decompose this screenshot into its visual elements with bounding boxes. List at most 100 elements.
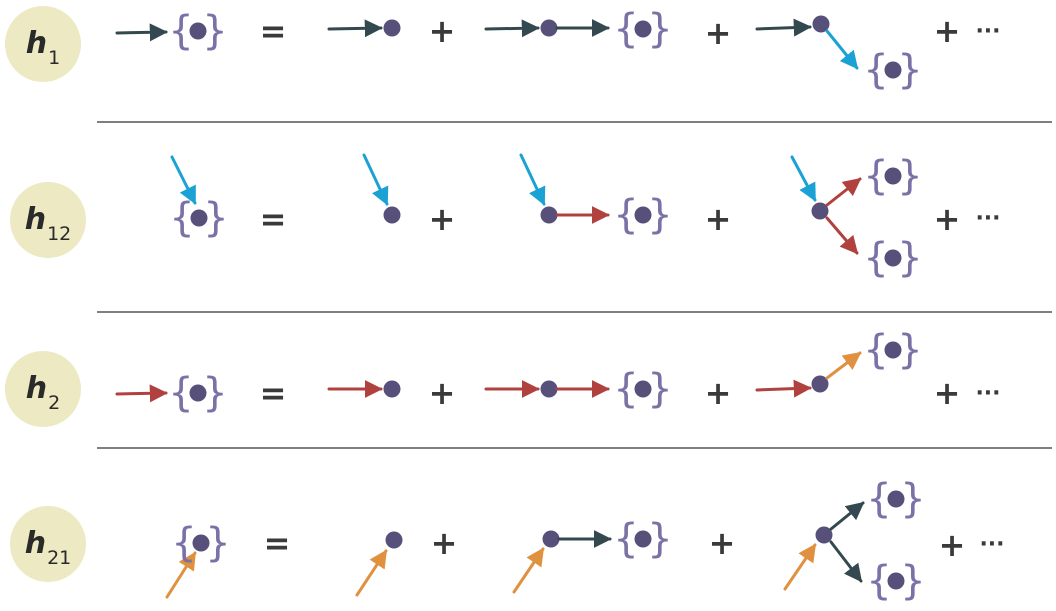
h21-t1-edge xyxy=(355,549,388,597)
badge-h2-label: h xyxy=(25,371,48,406)
h21-lhs-brace-left: { xyxy=(171,520,196,566)
h21-t3-brace-bottom-right: } xyxy=(900,558,925,604)
h1-equals: = xyxy=(260,12,287,50)
h21-equals: = xyxy=(264,524,291,562)
h2-plus-1: + xyxy=(429,374,456,412)
h21-t1-node xyxy=(385,531,403,549)
h12-t3-brace-bottom-left: { xyxy=(863,235,888,281)
h12-t3-edge-in xyxy=(790,155,817,202)
h21-t2-brace-right: } xyxy=(647,516,672,562)
h21-t3-brace-bottom-left: { xyxy=(866,558,891,604)
badge-h21: h 21 xyxy=(10,506,86,582)
h1-lhs-brace-right: } xyxy=(202,8,227,54)
h21-t3-brace-bottom-node xyxy=(887,572,905,590)
h12-t3-brace-bottom: {} xyxy=(863,235,922,281)
h1-t1-node xyxy=(383,19,401,37)
h21-t3-edge-out-down xyxy=(829,540,863,583)
h2-t3-node xyxy=(811,375,829,393)
h2-plus-3: + xyxy=(934,374,961,412)
h2-lhs-brace: {} xyxy=(168,370,227,416)
h2-lhs-brace-left: { xyxy=(168,370,193,416)
h2-t3-brace-left: { xyxy=(863,327,888,373)
h1-lhs-brace-left: { xyxy=(168,8,193,54)
badge-h12-subscript: 12 xyxy=(47,223,72,245)
h2-lhs-brace-node xyxy=(189,384,207,402)
h2-t2-brace-left: { xyxy=(613,366,638,412)
h2-t3-brace-right: } xyxy=(897,327,922,373)
h21-plus-3: + xyxy=(939,526,966,564)
h21-lhs-brace: {} xyxy=(171,520,230,566)
h12-lhs-brace-right: } xyxy=(203,195,228,241)
h12-ellipsis: ··· xyxy=(975,206,1000,231)
h2-t3-brace-node xyxy=(884,341,902,359)
h1-t2-brace-left: { xyxy=(613,6,638,52)
h12-t3-brace-bottom-right: } xyxy=(897,235,922,281)
h12-t3-brace-top-left: { xyxy=(863,153,888,199)
h21-lhs-edge xyxy=(165,551,197,599)
badge-h12-label: h xyxy=(24,202,47,237)
h2-t3-edge-out xyxy=(825,351,862,380)
h21-t2-brace: {} xyxy=(613,516,672,562)
h1-lhs-brace: {} xyxy=(168,8,227,54)
h21-t3-brace-top-right: } xyxy=(900,476,925,522)
h1-t3-brace-node xyxy=(884,61,902,79)
h12-t3-edge-out-up xyxy=(825,177,862,207)
badge-h12: h 12 xyxy=(10,182,86,258)
h21-plus-1: + xyxy=(431,524,458,562)
h12-plus-2: + xyxy=(705,200,732,238)
h21-ellipsis: ··· xyxy=(979,532,1004,557)
badge-h1-subscript: 1 xyxy=(48,47,61,69)
h12-t3-brace-bottom-node xyxy=(884,249,902,267)
h12-lhs-brace: {} xyxy=(169,195,228,241)
h1-t3-edge-out xyxy=(825,29,859,70)
h2-plus-2: + xyxy=(705,374,732,412)
h12-plus-3: + xyxy=(934,200,961,238)
h12-equals: = xyxy=(260,200,287,238)
h21-plus-2: + xyxy=(709,524,736,562)
h12-t2-brace-left: { xyxy=(613,192,638,238)
h1-t3-brace-left: { xyxy=(863,47,888,93)
badge-h21-subscript: 21 xyxy=(47,547,72,569)
h12-t2-node xyxy=(540,206,558,224)
h1-ellipsis: ··· xyxy=(975,19,1000,44)
h12-plus-1: + xyxy=(429,200,456,238)
h1-plus-1: + xyxy=(429,12,456,50)
h12-t3-node xyxy=(811,202,829,220)
h12-t3-brace-top-right: } xyxy=(897,153,922,199)
badge-h2-subscript: 2 xyxy=(48,392,61,414)
h12-t3-edge-out-down xyxy=(825,216,859,255)
h2-t3-edge-in xyxy=(755,379,812,398)
h1-t1-edge xyxy=(327,19,383,38)
h21-t3-node xyxy=(815,526,833,544)
h1-lhs-edge xyxy=(115,23,168,42)
h1-t2-brace-right: } xyxy=(647,6,672,52)
h21-t3-brace-top: {} xyxy=(866,476,925,522)
h12-t3-brace-top: {} xyxy=(863,153,922,199)
h21-lhs-brace-node xyxy=(192,534,210,552)
h2-ellipsis: ··· xyxy=(975,381,1000,406)
h2-equals: = xyxy=(260,374,287,412)
h1-plus-3: + xyxy=(934,12,961,50)
h1-t2-edge-in xyxy=(484,19,540,38)
h21-t2-edge-in xyxy=(512,547,545,594)
h12-t2-edge-in xyxy=(519,153,546,206)
h1-t3-node xyxy=(812,15,830,33)
h12-lhs-edge xyxy=(170,155,197,205)
h2-t2-brace-right: } xyxy=(647,366,672,412)
h21-t3-brace-bottom: {} xyxy=(866,558,925,604)
h21-t3-brace-top-node xyxy=(887,490,905,508)
h21-t3-brace-top-left: { xyxy=(866,476,891,522)
h2-lhs-edge xyxy=(115,384,168,403)
badge-h1-label: h xyxy=(25,26,48,61)
h21-lhs-brace-right: } xyxy=(205,520,230,566)
h21-t2-brace-left: { xyxy=(613,516,638,562)
h1-t3-edge-in xyxy=(755,18,812,37)
h12-t1-edge xyxy=(362,153,389,206)
h2-t3-brace: {} xyxy=(863,327,922,373)
h2-lhs-brace-right: } xyxy=(202,370,227,416)
badge-h21-label: h xyxy=(24,526,47,561)
